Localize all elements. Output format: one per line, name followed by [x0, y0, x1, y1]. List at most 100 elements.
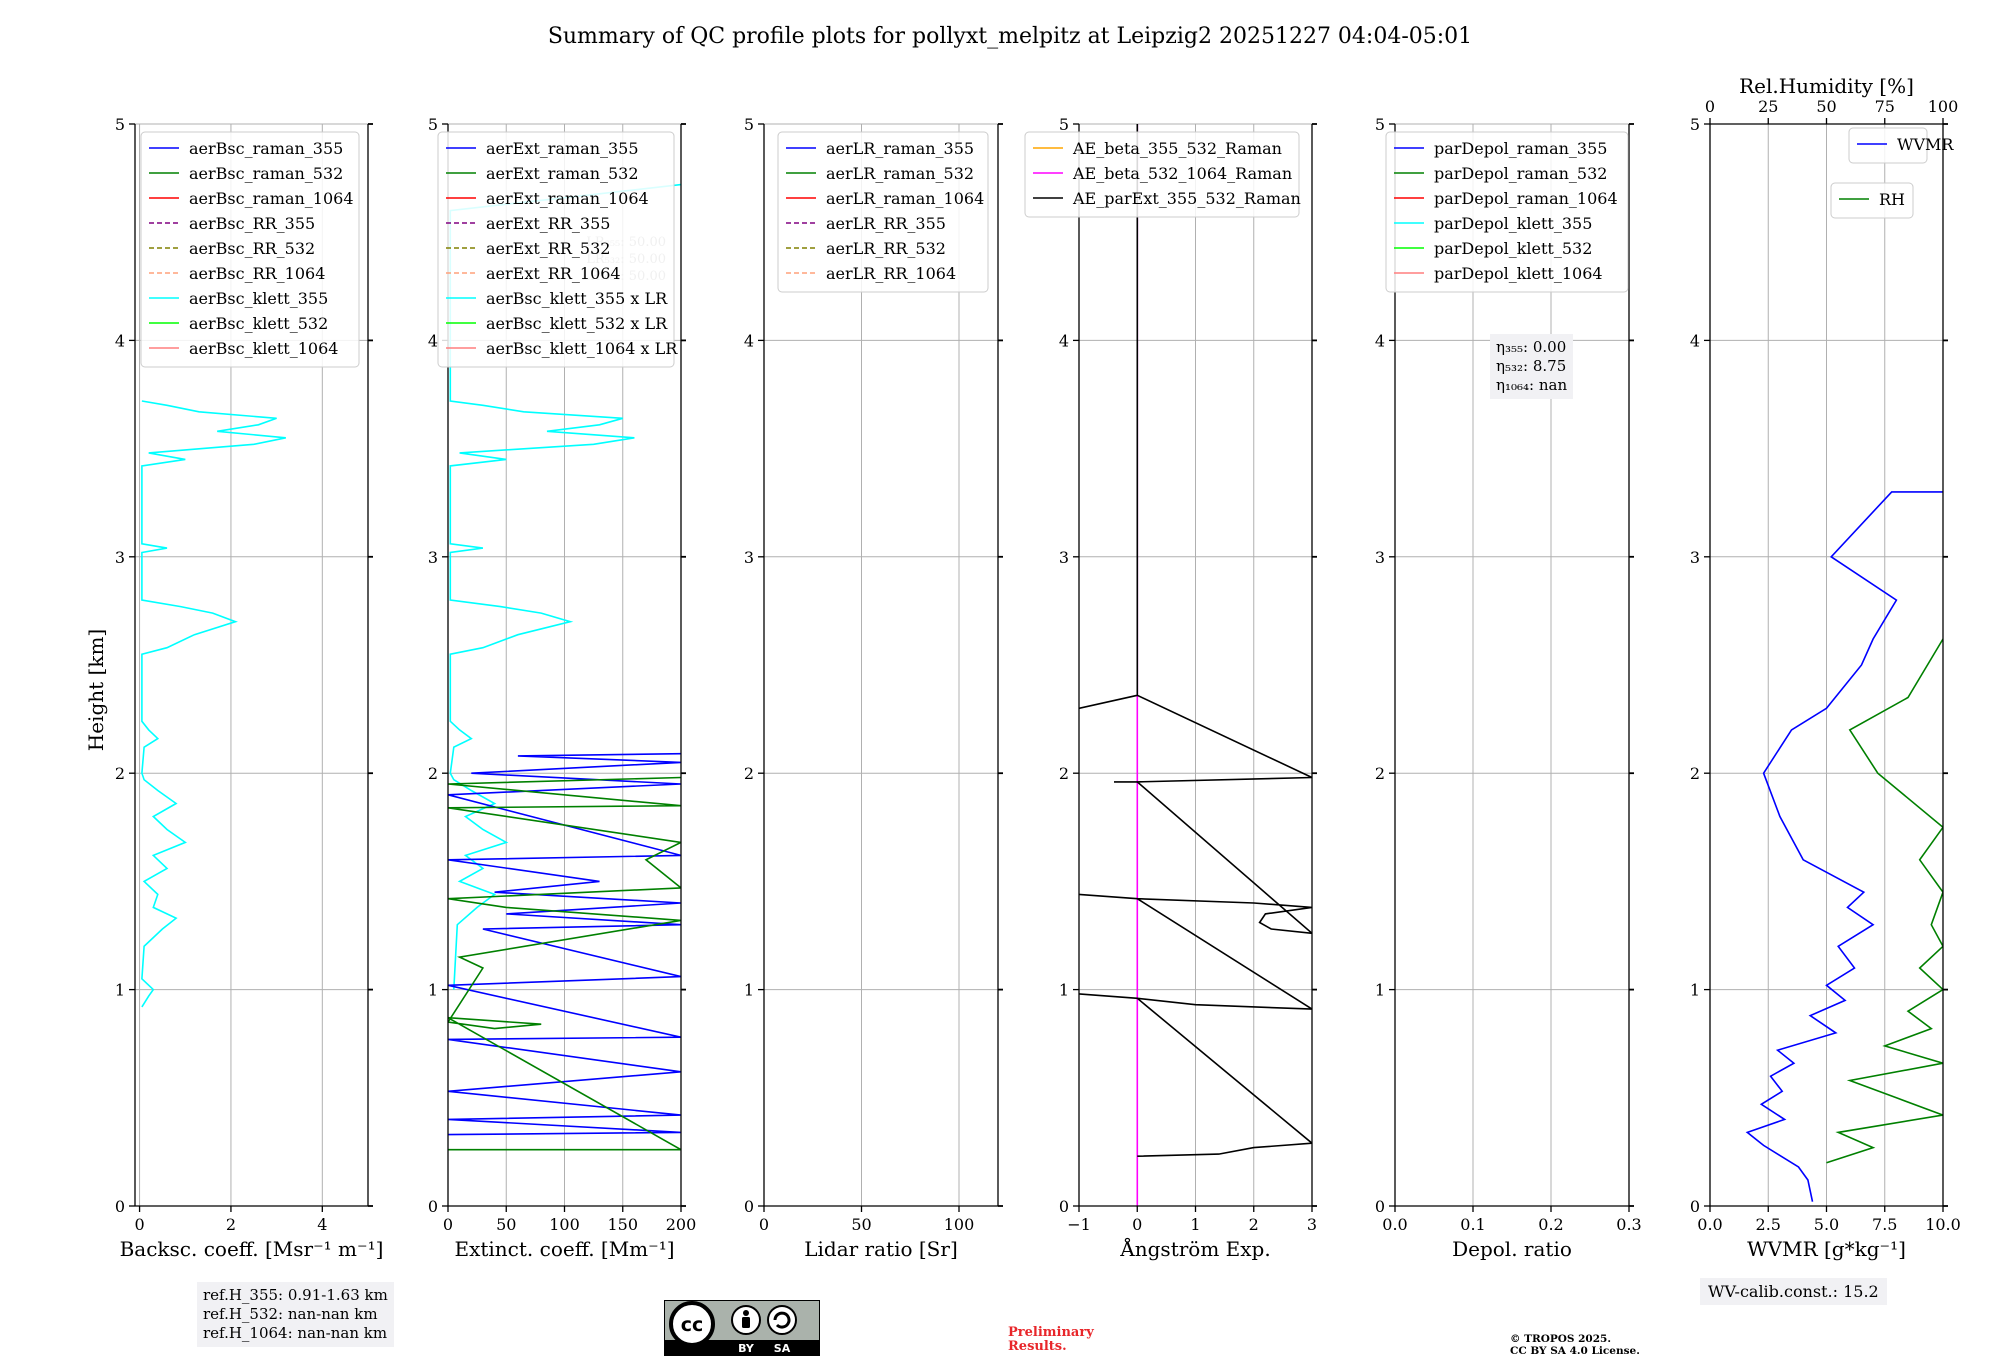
legend-ext-label-5: aerExt_RR_1064 — [486, 264, 621, 283]
series-group-ext — [448, 183, 681, 1151]
series-group-bsc — [141, 400, 286, 1008]
xtick-label-lr-1: 50 — [851, 1215, 871, 1234]
legend-lr-label-2: aerLR_raman_1064 — [826, 189, 984, 208]
legend-ae-label-0: AE_beta_355_532_Raman — [1072, 139, 1282, 158]
ytick-label-ae-5: 5 — [1059, 115, 1069, 134]
legend-ext: aerExt_raman_355 aerExt_raman_532 aerExt_r… — [437, 131, 678, 368]
ytick-label-lr-5: 5 — [744, 115, 754, 134]
ytick-label-ext-0: 0 — [428, 1197, 438, 1216]
ytick-label-depol-1: 1 — [1375, 981, 1385, 1000]
legend-depol-label-0: parDepol_raman_355 — [1434, 139, 1607, 158]
series-wv-rh — [1826, 638, 1943, 1164]
xtick-label-ae-3: 2 — [1249, 1215, 1259, 1234]
legend-bsc-label-8: aerBsc_klett_1064 — [189, 339, 338, 358]
legend-ext-label-7: aerBsc_klett_532 x LR — [486, 314, 668, 333]
legend-wvmr-frame — [1848, 127, 1928, 164]
legend-ext-label-3: aerExt_RR_355 — [486, 214, 610, 233]
legend-ext-label-2: aerExt_raman_1064 — [486, 189, 649, 208]
copyright-note: © TROPOS 2025. CC BY SA 4.0 License. — [1510, 1333, 1640, 1357]
depol-eta-box: η₃₅₅: 0.00 η₅₃₂: 8.75 η₁₀₆₄: nan — [1490, 334, 1574, 399]
legend-ext-label-0: aerExt_raman_355 — [486, 139, 639, 158]
legend-ae-frame — [1024, 131, 1300, 218]
ytick-label-lr-3: 3 — [744, 548, 754, 567]
ytick-label-depol-4: 4 — [1375, 331, 1385, 350]
xtick-label-ext-1: 50 — [496, 1215, 516, 1234]
ytick-label-wv-2: 2 — [1690, 764, 1700, 783]
bsc-refheight-note: ref.H_355: 0.91-1.63 km ref.H_532: nan-n… — [197, 1282, 394, 1347]
ytick-label-wv-5: 5 — [1690, 115, 1700, 134]
cc-license-badge: cc BY SA — [664, 1300, 820, 1356]
eta-532: η₅₃₂: 8.75 — [1496, 357, 1567, 375]
legend-depol-label-2: parDepol_raman_1064 — [1434, 189, 1618, 208]
xtick-label-depol-0: 0.0 — [1382, 1215, 1407, 1234]
ytick-label-depol-0: 0 — [1375, 1197, 1385, 1216]
prelim-line-2: Results. — [1008, 1339, 1067, 1354]
top-xtick-label-4: 100 — [1928, 97, 1959, 116]
ytick-label-wv-4: 4 — [1690, 331, 1700, 350]
ytick-label-bsc-1: 1 — [115, 981, 125, 1000]
xtick-label-ext-3: 150 — [607, 1215, 638, 1234]
ytick-label-ext-5: 5 — [428, 115, 438, 134]
legend-rh-frame — [1830, 182, 1914, 219]
ytick-label-bsc-4: 4 — [115, 331, 125, 350]
xlabel-ae: Ångström Exp. — [1119, 1236, 1270, 1261]
ytick-label-ae-0: 0 — [1059, 1197, 1069, 1216]
xtick-label-bsc-1: 2 — [226, 1215, 236, 1234]
ytick-label-lr-1: 1 — [744, 981, 754, 1000]
legend-ext-label-8: aerBsc_klett_1064 x LR — [486, 339, 678, 358]
refh-532: ref.H_532: nan-nan km — [203, 1305, 378, 1323]
xtick-label-ext-0: 0 — [443, 1215, 453, 1234]
legend-rh: RH — [1830, 182, 1914, 219]
legend-bsc: aerBsc_raman_355 aerBsc_raman_532 aerBsc_r… — [140, 131, 360, 368]
xtick-label-bsc-0: 0 — [134, 1215, 144, 1234]
ytick-label-depol-5: 5 — [1375, 115, 1385, 134]
cc-logo-text: cc — [681, 1314, 704, 1336]
series-ae-ae_parext_355_532_raman — [1079, 124, 1312, 1157]
xtick-label-ae-0: −1 — [1067, 1215, 1091, 1234]
legend-bsc-label-3: aerBsc_RR_355 — [189, 214, 315, 233]
legend-lr-label-3: aerLR_RR_355 — [826, 214, 946, 233]
ytick-label-lr-4: 4 — [744, 331, 754, 350]
ytick-label-bsc-5: 5 — [115, 115, 125, 134]
legend-lr-label-1: aerLR_raman_532 — [826, 164, 974, 183]
legend-bsc-label-0: aerBsc_raman_355 — [189, 139, 343, 158]
prelim-line-1: Preliminary — [1008, 1325, 1094, 1340]
ytick-label-wv-3: 3 — [1690, 548, 1700, 567]
ytick-label-ext-4: 4 — [428, 331, 438, 350]
legend-ext-frame — [437, 131, 675, 368]
xtick-label-lr-0: 0 — [759, 1215, 769, 1234]
xtick-label-wv-2: 5.0 — [1814, 1215, 1839, 1234]
xtick-label-wv-4: 10.0 — [1925, 1215, 1961, 1234]
legend-bsc-label-4: aerBsc_RR_532 — [189, 239, 315, 258]
series-ext-aerext_raman_532 — [448, 776, 681, 1151]
ytick-label-ae-3: 3 — [1059, 548, 1069, 567]
series-group-wv — [1745, 491, 1943, 1202]
legend-bsc-label-5: aerBsc_RR_1064 — [189, 264, 325, 283]
legend-ext-label-1: aerExt_raman_532 — [486, 164, 639, 183]
ytick-label-ae-1: 1 — [1059, 981, 1069, 1000]
xtick-label-wv-3: 7.5 — [1872, 1215, 1897, 1234]
ytick-label-lr-2: 2 — [744, 764, 754, 783]
xtick-label-ae-4: 3 — [1307, 1215, 1317, 1234]
ytick-label-bsc-3: 3 — [115, 548, 125, 567]
wv-calib-text: WV-calib.const.: 15.2 — [1708, 1282, 1879, 1301]
figure-title: Summary of QC profile plots for pollyxt_… — [548, 24, 1472, 49]
legend-depol-label-1: parDepol_raman_532 — [1434, 164, 1607, 183]
ytick-label-lr-0: 0 — [744, 1197, 754, 1216]
legend-bsc-frame — [140, 131, 360, 368]
legend-depol-label-4: parDepol_klett_532 — [1434, 239, 1592, 258]
legend-ext-label-6: aerBsc_klett_355 x LR — [486, 289, 668, 308]
ytick-label-depol-2: 2 — [1375, 764, 1385, 783]
legend-lr-label-5: aerLR_RR_1064 — [826, 264, 956, 283]
xtick-label-depol-1: 0.1 — [1460, 1215, 1485, 1234]
series-group-ae — [1079, 124, 1312, 1206]
top-xtick-label-2: 50 — [1816, 97, 1836, 116]
xtick-label-ae-1: 0 — [1132, 1215, 1142, 1234]
xtick-label-ae-2: 1 — [1190, 1215, 1200, 1234]
xlabel-ext: Extinct. coeff. [Mm⁻¹] — [454, 1237, 674, 1261]
ytick-label-ext-3: 3 — [428, 548, 438, 567]
xtick-label-lr-2: 100 — [944, 1215, 975, 1234]
